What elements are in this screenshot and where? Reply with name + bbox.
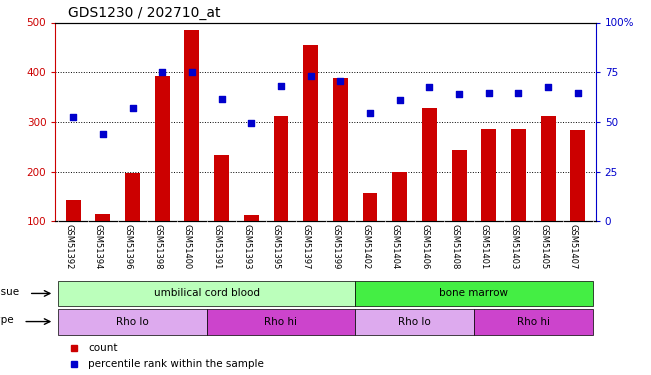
Bar: [184, 30, 199, 221]
Text: bone marrow: bone marrow: [439, 288, 508, 298]
Point: [513, 90, 523, 96]
Text: GSM51392: GSM51392: [64, 224, 73, 270]
Point: [157, 69, 167, 75]
Text: GSM51393: GSM51393: [242, 224, 251, 270]
Text: GSM51406: GSM51406: [421, 224, 430, 270]
Text: GSM51398: GSM51398: [153, 224, 162, 270]
Point: [454, 90, 464, 96]
Point: [365, 110, 375, 116]
Text: GSM51405: GSM51405: [539, 224, 548, 269]
Text: GSM51395: GSM51395: [272, 224, 281, 270]
Text: GSM51403: GSM51403: [510, 224, 518, 270]
Bar: [355, 309, 474, 334]
Bar: [303, 45, 318, 221]
Bar: [214, 154, 229, 221]
Bar: [207, 309, 355, 334]
Text: Rho lo: Rho lo: [116, 316, 149, 327]
Point: [573, 90, 583, 96]
Point: [187, 69, 197, 75]
Text: GSM51402: GSM51402: [361, 224, 370, 269]
Text: Rho hi: Rho hi: [264, 316, 298, 327]
Point: [543, 84, 553, 90]
Point: [98, 131, 108, 137]
Text: GSM51404: GSM51404: [391, 224, 400, 269]
Text: GSM51394: GSM51394: [94, 224, 103, 270]
Bar: [155, 76, 170, 221]
Point: [424, 84, 435, 90]
Text: cell type: cell type: [0, 315, 14, 325]
Bar: [355, 280, 592, 306]
Text: GSM51408: GSM51408: [450, 224, 459, 270]
Bar: [333, 78, 348, 221]
Point: [276, 83, 286, 89]
Text: GSM51399: GSM51399: [331, 224, 340, 270]
Text: Rho hi: Rho hi: [517, 316, 550, 327]
Text: umbilical cord blood: umbilical cord blood: [154, 288, 260, 298]
Bar: [452, 150, 467, 221]
Bar: [244, 215, 258, 221]
Text: percentile rank within the sample: percentile rank within the sample: [89, 359, 264, 369]
Text: GSM51407: GSM51407: [569, 224, 578, 270]
Text: Rho lo: Rho lo: [398, 316, 431, 327]
Point: [335, 78, 346, 84]
Bar: [66, 200, 81, 221]
Bar: [125, 172, 140, 221]
Bar: [363, 194, 378, 221]
Text: GDS1230 / 202710_at: GDS1230 / 202710_at: [68, 6, 221, 20]
Bar: [511, 129, 526, 221]
Bar: [541, 116, 555, 221]
Point: [68, 114, 78, 120]
Bar: [393, 172, 407, 221]
Text: count: count: [89, 343, 118, 353]
Bar: [481, 129, 496, 221]
Bar: [422, 108, 437, 221]
Text: GSM51396: GSM51396: [124, 224, 133, 270]
Bar: [570, 130, 585, 221]
Point: [128, 105, 138, 111]
Bar: [273, 116, 288, 221]
Text: GSM51391: GSM51391: [213, 224, 221, 270]
Point: [246, 120, 256, 126]
Text: GSM51397: GSM51397: [301, 224, 311, 270]
Bar: [96, 214, 110, 221]
Point: [305, 73, 316, 79]
Point: [216, 96, 227, 102]
Bar: [474, 309, 592, 334]
Point: [395, 97, 405, 103]
Text: tissue: tissue: [0, 287, 20, 297]
Text: GSM51401: GSM51401: [480, 224, 489, 269]
Bar: [59, 309, 207, 334]
Text: GSM51400: GSM51400: [183, 224, 192, 269]
Bar: [59, 280, 355, 306]
Point: [484, 90, 494, 96]
